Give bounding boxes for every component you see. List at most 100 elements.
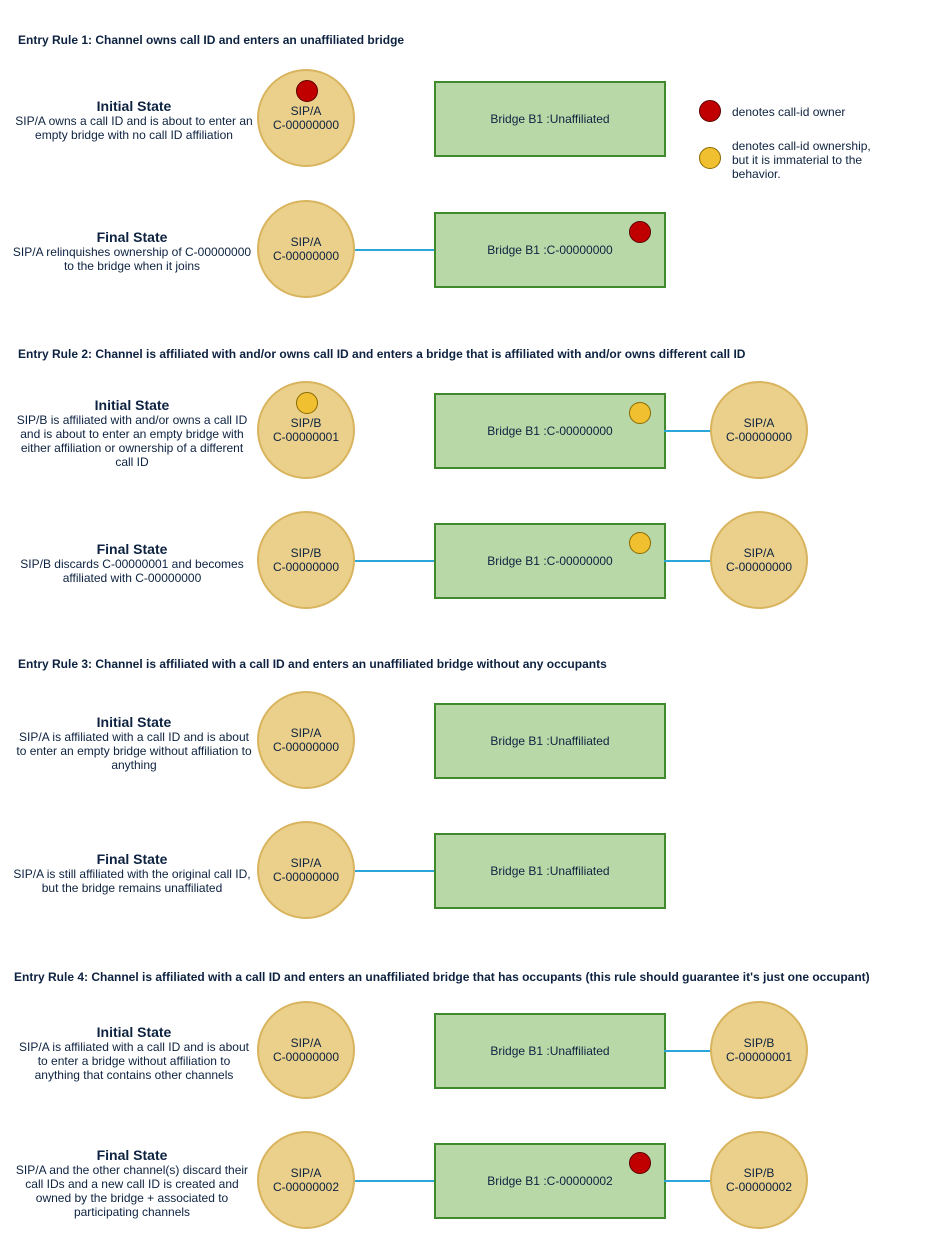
callid-owner-marker (629, 1152, 651, 1174)
bridge-callid: C-00000002 (546, 1174, 613, 1188)
connection-line (355, 249, 435, 251)
bridge-name: Bridge B1 : (487, 554, 547, 568)
callid-owner-marker (629, 221, 651, 243)
channel-callid: C-00000001 (272, 430, 340, 444)
bridge-node[interactable]: Bridge B1 : Unaffiliated (434, 81, 666, 157)
callid-immaterial-marker (629, 402, 651, 424)
state-title: Initial State (94, 397, 170, 413)
channel-node[interactable]: SIP/A C-00000002 (257, 1131, 355, 1229)
state-title: Initial State (96, 98, 172, 114)
bridge-node[interactable]: Bridge B1 : Unaffiliated (434, 833, 666, 909)
rule-2-title: Entry Rule 2: Channel is affiliated with… (18, 347, 746, 361)
channel-name: SIP/A (290, 104, 322, 118)
channel-name: SIP/B (290, 416, 322, 430)
channel-callid: C-00000002 (725, 1180, 793, 1194)
connection-line (355, 1180, 435, 1182)
state-title: Initial State (96, 714, 172, 730)
rule-1-initial-label: Initial State SIP/A owns a call ID and i… (14, 98, 254, 142)
legend-owner-text: denotes call-id owner (732, 105, 846, 119)
bridge-name: Bridge B1 : (490, 112, 550, 126)
channel-node[interactable]: SIP/A C-00000000 (257, 1001, 355, 1099)
bridge-name: Bridge B1 : (490, 734, 550, 748)
rule-2-final-label: Final State SIP/B discards C-00000001 an… (12, 541, 252, 585)
legend-owner-marker (699, 100, 721, 122)
connection-line (664, 1180, 712, 1182)
callid-immaterial-marker (296, 392, 318, 414)
state-title: Final State (96, 541, 168, 557)
bridge-callid: Unaffiliated (549, 1044, 610, 1058)
channel-name: SIP/B (743, 1036, 775, 1050)
channel-node[interactable]: SIP/B C-00000002 (710, 1131, 808, 1229)
bridge-callid: C-00000000 (546, 243, 613, 257)
state-title: Final State (96, 229, 168, 245)
rule-4-final-label: Final State SIP/A and the other channel(… (12, 1147, 252, 1219)
callid-immaterial-marker (629, 532, 651, 554)
rule-4-title: Entry Rule 4: Channel is affiliated with… (14, 970, 870, 984)
channel-node[interactable]: SIP/A C-00000000 (257, 200, 355, 298)
bridge-node[interactable]: Bridge B1 : C-00000002 (434, 1143, 666, 1219)
bridge-name: Bridge B1 : (487, 243, 547, 257)
rule-4-initial-label: Initial State SIP/A is affiliated with a… (14, 1024, 254, 1082)
legend-immaterial-text: denotes call-id ownership, but it is imm… (732, 139, 871, 181)
state-description: SIP/A relinquishes ownership of C-000000… (12, 245, 252, 273)
channel-callid: C-00000000 (272, 118, 340, 132)
connection-line (664, 1050, 712, 1052)
channel-callid: C-00000000 (272, 560, 340, 574)
state-description: SIP/A is affiliated with a call ID and i… (19, 1040, 249, 1082)
channel-callid: C-00000002 (272, 1180, 340, 1194)
state-title: Final State (96, 1147, 168, 1163)
channel-callid: C-00000000 (725, 560, 793, 574)
rule-1-final-label: Final State SIP/A relinquishes ownership… (12, 229, 252, 273)
callid-owner-marker (296, 80, 318, 102)
state-description: SIP/A owns a call ID and is about to ent… (15, 114, 253, 142)
channel-name: SIP/B (290, 546, 322, 560)
state-description: SIP/A is still affiliated with the origi… (13, 867, 251, 895)
channel-callid: C-00000000 (272, 870, 340, 884)
channel-callid: C-00000000 (272, 1050, 340, 1064)
state-title: Initial State (96, 1024, 172, 1040)
channel-node[interactable]: SIP/A C-00000000 (257, 821, 355, 919)
bridge-node[interactable]: Bridge B1 : C-00000000 (434, 523, 666, 599)
rule-3-final-label: Final State SIP/A is still affiliated wi… (12, 851, 252, 895)
connection-line (355, 560, 435, 562)
bridge-node[interactable]: Bridge B1 : C-00000000 (434, 393, 666, 469)
rule-3-initial-label: Initial State SIP/A is affiliated with a… (14, 714, 254, 772)
channel-node[interactable]: SIP/A C-00000000 (257, 691, 355, 789)
bridge-node[interactable]: Bridge B1 : Unaffiliated (434, 1013, 666, 1089)
legend-immaterial-marker (699, 147, 721, 169)
bridge-name: Bridge B1 : (487, 424, 547, 438)
channel-name: SIP/A (743, 416, 775, 430)
connection-line (664, 430, 712, 432)
channel-name: SIP/A (290, 856, 322, 870)
state-description: SIP/A and the other channel(s) discard t… (15, 1163, 249, 1219)
bridge-name: Bridge B1 : (490, 1044, 550, 1058)
channel-node[interactable]: SIP/A C-00000000 (710, 511, 808, 609)
bridge-node[interactable]: Bridge B1 : Unaffiliated (434, 703, 666, 779)
bridge-callid: Unaffiliated (549, 864, 610, 878)
bridge-callid: Unaffiliated (549, 734, 610, 748)
state-description: SIP/B discards C-00000001 and becomes af… (20, 557, 244, 585)
rule-1-title: Entry Rule 1: Channel owns call ID and e… (18, 33, 405, 47)
channel-callid: C-00000001 (725, 1050, 793, 1064)
channel-callid: C-00000000 (272, 740, 340, 754)
bridge-callid: C-00000000 (546, 554, 613, 568)
channel-name: SIP/B (743, 1166, 775, 1180)
channel-name: SIP/A (743, 546, 775, 560)
rule-3-title: Entry Rule 3: Channel is affiliated with… (18, 657, 607, 671)
bridge-node[interactable]: Bridge B1 : C-00000000 (434, 212, 666, 288)
channel-name: SIP/A (290, 1036, 322, 1050)
channel-node[interactable]: SIP/A C-00000000 (710, 381, 808, 479)
channel-callid: C-00000000 (725, 430, 793, 444)
bridge-callid: C-00000000 (546, 424, 613, 438)
bridge-callid: Unaffiliated (549, 112, 610, 126)
connection-line (664, 560, 712, 562)
rule-2-initial-label: Initial State SIP/B is affiliated with a… (12, 397, 252, 469)
state-title: Final State (96, 851, 168, 867)
channel-node[interactable]: SIP/B C-00000001 (257, 381, 355, 479)
channel-node[interactable]: SIP/B C-00000000 (257, 511, 355, 609)
channel-callid: C-00000000 (272, 249, 340, 263)
connection-line (355, 870, 435, 872)
channel-node[interactable]: SIP/B C-00000001 (710, 1001, 808, 1099)
bridge-name: Bridge B1 : (487, 1174, 547, 1188)
channel-name: SIP/A (290, 1166, 322, 1180)
